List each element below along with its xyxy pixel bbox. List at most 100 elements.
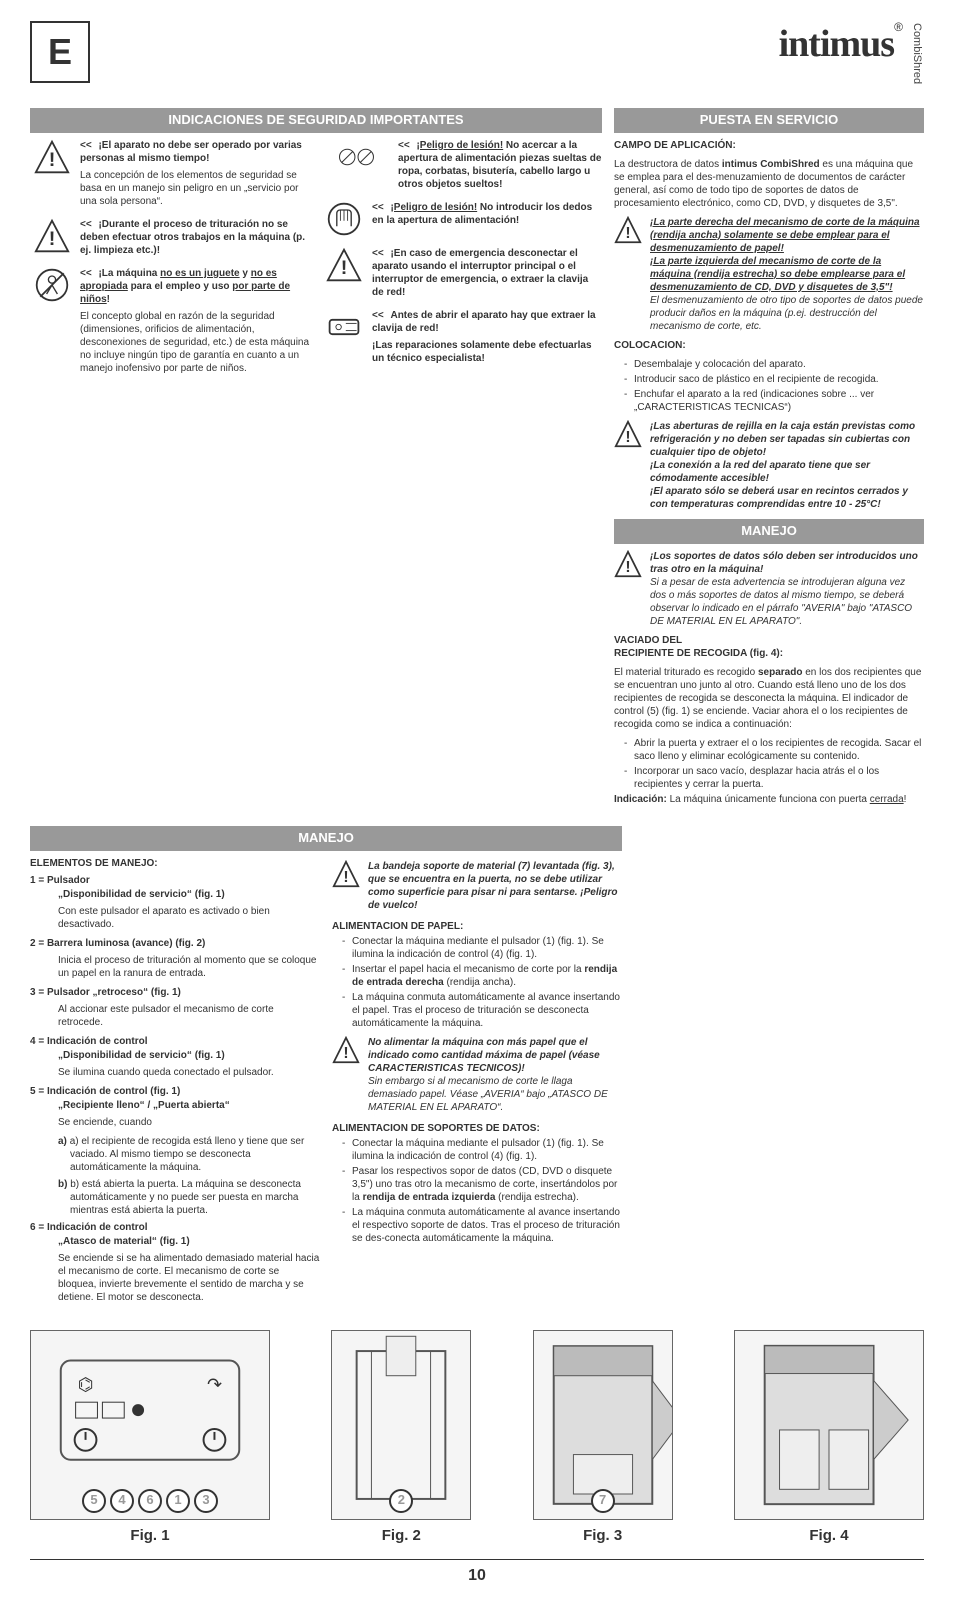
vac-list: Abrir la puerta y extraer el o los recip… <box>614 737 924 791</box>
safety-b1-u: ¡Peligro de lesión! <box>416 140 503 151</box>
so-li2: Pasar los respectivos sopor de datos (CD… <box>342 1165 622 1204</box>
indic-text: La máquina únicamente funciona con puert… <box>667 794 870 805</box>
warning-triangle-icon: ! <box>322 247 366 299</box>
e5-a: a) a) el recipiente de recogida está lle… <box>42 1135 320 1174</box>
circle-6: 6 <box>138 1489 162 1513</box>
safety-a3-pre: ¡La máquina <box>98 268 160 279</box>
aliment-title: ALIMENTACION DE PAPEL: <box>332 920 622 933</box>
warn-grille: ! ¡Las aberturas de rejilla en la caja e… <box>614 420 924 511</box>
arrow-marker: << <box>372 202 384 213</box>
warn-one-by-one: ! ¡Los soportes de datos sólo deben ser … <box>614 550 924 628</box>
e5-b: b) b) está abierta la puerta. La máquina… <box>42 1178 320 1217</box>
no-fingers-icon <box>322 201 366 237</box>
e5-b-text: b) está abierta la puerta. La máquina se… <box>70 1179 301 1216</box>
al-li2c: (rendija ancha). <box>444 977 516 988</box>
e4-sub: „Disponibilidad de servicio“ (fig. 1) <box>30 1049 320 1062</box>
arrow-marker: << <box>372 310 384 321</box>
e2-desc: Inicia el proceso de trituración al mome… <box>30 954 320 980</box>
indic-end: ! <box>904 794 907 805</box>
warn3-bold: ¡Las aberturas de rejilla en la caja est… <box>650 421 915 458</box>
svg-text:!: ! <box>625 225 630 242</box>
figure-4: Fig. 4 <box>734 1330 924 1546</box>
sopor-list: Conectar la máquina mediante el pulsador… <box>332 1137 622 1245</box>
safety-block: INDICACIONES DE SEGURIDAD IMPORTANTES ! … <box>30 108 602 812</box>
so-li1: Conectar la máquina mediante el pulsador… <box>342 1137 622 1163</box>
al-li2: Insertar el papel hacia el mecanismo de … <box>342 963 622 989</box>
spacer-col <box>634 826 924 1310</box>
warn-bandeja: ! La bandeja soporte de material (7) lev… <box>332 860 622 912</box>
safety-b4-bold: Antes de abrir el aparato hay que extrae… <box>372 310 596 334</box>
manejo-header-two: MANEJO <box>614 519 924 544</box>
figure-3-circles: 7 <box>591 1489 615 1513</box>
alimentacion-col: ! La bandeja soporte de material (7) lev… <box>332 826 622 1310</box>
e6-key: 6 = Indicación de control <box>30 1222 148 1233</box>
safety-header: INDICACIONES DE SEGURIDAD IMPORTANTES <box>30 108 602 133</box>
figure-4-image <box>734 1330 924 1520</box>
figure-1-caption: Fig. 1 <box>30 1526 270 1546</box>
arrow-marker: << <box>80 219 92 230</box>
svg-text:!: ! <box>49 228 56 250</box>
warning-triangle-icon: ! <box>30 218 74 257</box>
warning-triangle-icon: ! <box>332 860 362 912</box>
indic-und: cerrada <box>870 794 904 805</box>
aliment-list: Conectar la máquina mediante el pulsador… <box>332 935 622 1030</box>
figure-1-circles: 5 4 6 1 3 <box>82 1489 218 1513</box>
svg-text:!: ! <box>625 559 630 576</box>
safety-item-children: << ¡La máquina no es un juguete y no es … <box>30 267 310 375</box>
figure-2-caption: Fig. 2 <box>331 1526 471 1546</box>
safety-a3-post: para el empleo y uso <box>128 281 232 292</box>
warning-triangle-icon: ! <box>30 139 74 208</box>
safety-item-emergency: ! << ¡En caso de emergencia desconectar … <box>322 247 602 299</box>
warn-noalim-sub: Sin embargo si al mecanismo de corte le … <box>368 1075 622 1114</box>
circle-1: 1 <box>166 1489 190 1513</box>
figure-2-image: 2 <box>331 1330 471 1520</box>
top-content-row: INDICACIONES DE SEGURIDAD IMPORTANTES ! … <box>30 108 924 812</box>
warn-solo-sub: Si a pesar de esta advertencia se introd… <box>650 576 924 628</box>
brand-name: intimus <box>779 23 894 65</box>
vac-text1: El material triturado es recogido separa… <box>614 666 924 731</box>
safety-item-multi-person: ! << ¡El aparato no debe ser operado por… <box>30 139 310 208</box>
vac-title2: RECIPIENTE DE RECOGIDA (fig. 4): <box>614 647 924 660</box>
e6-desc: Se enciende si se ha alimentado demasiad… <box>30 1252 320 1304</box>
brand-block: intimus® CombiShred <box>779 20 924 84</box>
campo-text-1b: intimus CombiShred <box>722 159 820 170</box>
so-li3: La máquina conmuta automáticamente al av… <box>342 1206 622 1245</box>
svg-text:!: ! <box>49 149 56 171</box>
warn-right-slot: ! ¡La parte derecha del mecanismo de cor… <box>614 216 924 333</box>
campo-text: La destructora de datos intimus CombiShr… <box>614 158 924 210</box>
so-li2b: rendija de entrada izquierda <box>363 1192 496 1203</box>
language-indicator: E <box>30 21 90 84</box>
campo-title: CAMPO DE APLICACIÓN: <box>614 139 924 152</box>
vac-title: VACIADO DEL <box>614 634 924 647</box>
figure-3-caption: Fig. 3 <box>533 1526 673 1546</box>
unplug-icon <box>322 309 366 365</box>
e6-sub: „Atasco de material“ (fig. 1) <box>30 1235 320 1248</box>
coloc-title: COLOCACION: <box>614 339 924 352</box>
campo-text-1: La destructora de datos <box>614 159 722 170</box>
svg-text:!: ! <box>343 1045 348 1062</box>
coloc-list: Desembalaje y colocación del aparato. In… <box>614 358 924 414</box>
warning-triangle-icon: ! <box>332 1036 362 1114</box>
circle-5: 5 <box>82 1489 106 1513</box>
vac-t1b: separado <box>758 667 802 678</box>
puesta-header: PUESTA EN SERVICIO <box>614 108 924 133</box>
warn3c-bold: ¡El aparato sólo se deberá usar en recin… <box>650 486 908 510</box>
circle-4: 4 <box>110 1489 134 1513</box>
puesta-col: PUESTA EN SERVICIO CAMPO DE APLICACIÓN: … <box>614 108 924 812</box>
safety-b2-u: ¡Peligro de lesión! <box>390 202 477 213</box>
warn-grille-text-wrap: ¡Las aberturas de rejilla en la caja est… <box>650 420 924 511</box>
warn-one-text-wrap: ¡Los soportes de datos sólo deben ser in… <box>650 550 924 628</box>
coloc-li3: Enchufar el aparato a la red (indicacion… <box>624 388 924 414</box>
vac-li1: Abrir la puerta y extraer el o los recip… <box>624 737 924 763</box>
figures-row: ⌬ ↷ 5 4 6 1 3 Fig. 1 <box>30 1330 924 1546</box>
e1-sub: „Disponibilidad de servicio“ (fig. 1) <box>30 888 320 901</box>
safety-a3-mid: y <box>240 268 251 279</box>
warn-solo: ¡Los soportes de datos sólo deben ser in… <box>650 551 918 575</box>
indicacion-line: Indicación: La máquina únicamente funcio… <box>614 793 924 806</box>
figure-1: ⌬ ↷ 5 4 6 1 3 Fig. 1 <box>30 1330 270 1546</box>
figure-3: 7 Fig. 3 <box>533 1330 673 1546</box>
e4-key: 4 = Indicación de control <box>30 1036 148 1047</box>
safety-a1-bold: ¡El aparato no debe ser operado por vari… <box>80 140 302 164</box>
e5-desc0: Se enciende, cuando <box>30 1116 320 1129</box>
warning-triangle-icon: ! <box>614 550 644 628</box>
